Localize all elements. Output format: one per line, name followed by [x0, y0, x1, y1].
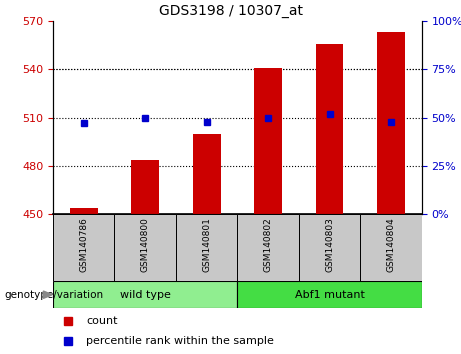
Bar [237, 281, 422, 308]
Bar [176, 214, 237, 281]
Text: wild type: wild type [120, 290, 171, 300]
Bar [299, 214, 361, 281]
Text: GSM140800: GSM140800 [141, 217, 150, 273]
Bar [193, 134, 220, 214]
Text: GSM140801: GSM140801 [202, 217, 211, 273]
Text: GSM140802: GSM140802 [264, 217, 272, 272]
Text: percentile rank within the sample: percentile rank within the sample [86, 336, 274, 346]
Text: GSM140804: GSM140804 [387, 217, 396, 272]
Text: genotype/variation: genotype/variation [5, 290, 104, 300]
Text: GSM140786: GSM140786 [79, 217, 88, 273]
Bar [131, 160, 159, 214]
Text: count: count [86, 316, 118, 326]
Bar [70, 208, 98, 214]
Bar [377, 33, 405, 214]
Text: GDS3198 / 10307_at: GDS3198 / 10307_at [159, 4, 302, 18]
Bar [254, 68, 282, 214]
Bar [53, 214, 114, 281]
Bar [237, 214, 299, 281]
Bar [53, 281, 237, 308]
Bar [316, 44, 343, 214]
Bar [114, 214, 176, 281]
Text: Abf1 mutant: Abf1 mutant [295, 290, 365, 300]
Bar [361, 214, 422, 281]
Text: GSM140803: GSM140803 [325, 217, 334, 273]
